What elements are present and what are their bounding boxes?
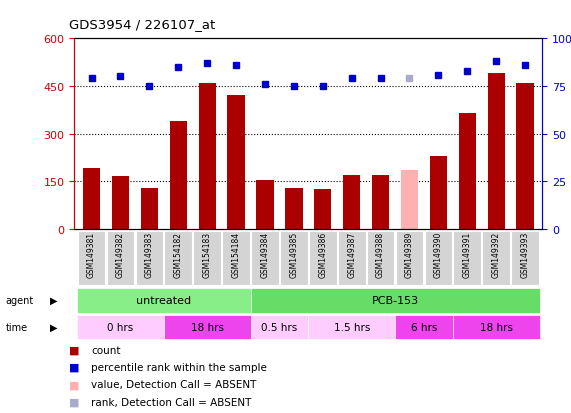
Bar xyxy=(459,114,476,229)
Text: GSM154184: GSM154184 xyxy=(232,231,240,277)
FancyBboxPatch shape xyxy=(308,315,395,339)
FancyBboxPatch shape xyxy=(164,231,192,285)
FancyBboxPatch shape xyxy=(338,231,365,285)
FancyBboxPatch shape xyxy=(395,315,453,339)
FancyBboxPatch shape xyxy=(453,315,540,339)
Text: agent: agent xyxy=(6,295,34,306)
Text: GSM149387: GSM149387 xyxy=(347,231,356,277)
FancyBboxPatch shape xyxy=(135,231,163,285)
FancyBboxPatch shape xyxy=(194,231,221,285)
Text: 6 hrs: 6 hrs xyxy=(411,322,437,332)
FancyBboxPatch shape xyxy=(453,231,481,285)
FancyBboxPatch shape xyxy=(309,231,337,285)
Bar xyxy=(140,188,158,229)
Text: GSM149385: GSM149385 xyxy=(289,231,299,277)
Text: 0 hrs: 0 hrs xyxy=(107,322,134,332)
Text: rank, Detection Call = ABSENT: rank, Detection Call = ABSENT xyxy=(91,397,252,407)
FancyBboxPatch shape xyxy=(367,231,395,285)
Bar xyxy=(227,96,245,229)
Text: GSM149386: GSM149386 xyxy=(318,231,327,277)
Text: ▶: ▶ xyxy=(50,295,57,306)
Bar xyxy=(199,83,216,229)
FancyBboxPatch shape xyxy=(424,231,452,285)
Text: time: time xyxy=(6,322,28,332)
Bar xyxy=(256,180,274,229)
Text: percentile rank within the sample: percentile rank within the sample xyxy=(91,362,267,372)
Text: ■: ■ xyxy=(69,345,79,355)
Text: GSM149384: GSM149384 xyxy=(260,231,270,277)
FancyBboxPatch shape xyxy=(77,315,164,339)
Text: GSM149393: GSM149393 xyxy=(521,231,530,277)
Bar xyxy=(488,74,505,229)
Text: GSM154182: GSM154182 xyxy=(174,231,183,277)
Text: 18 hrs: 18 hrs xyxy=(480,322,513,332)
Text: GSM149382: GSM149382 xyxy=(116,231,125,277)
Bar xyxy=(430,157,447,229)
Text: PCB-153: PCB-153 xyxy=(372,295,419,306)
Text: GDS3954 / 226107_at: GDS3954 / 226107_at xyxy=(69,18,215,31)
FancyBboxPatch shape xyxy=(511,231,539,285)
Text: GSM149388: GSM149388 xyxy=(376,231,385,277)
Text: 0.5 hrs: 0.5 hrs xyxy=(262,322,297,332)
Text: ■: ■ xyxy=(69,362,79,372)
Text: ▶: ▶ xyxy=(50,322,57,332)
Bar xyxy=(343,176,360,229)
FancyBboxPatch shape xyxy=(482,231,510,285)
Text: GSM149391: GSM149391 xyxy=(463,231,472,277)
Bar xyxy=(314,190,331,229)
FancyBboxPatch shape xyxy=(78,231,106,285)
Bar xyxy=(286,188,303,229)
FancyBboxPatch shape xyxy=(222,231,250,285)
Text: GSM154183: GSM154183 xyxy=(203,231,212,277)
Text: ■: ■ xyxy=(69,380,79,389)
Bar xyxy=(112,177,129,229)
Bar xyxy=(83,169,100,229)
FancyBboxPatch shape xyxy=(396,231,423,285)
FancyBboxPatch shape xyxy=(251,315,308,339)
Bar xyxy=(516,83,534,229)
Text: value, Detection Call = ABSENT: value, Detection Call = ABSENT xyxy=(91,380,257,389)
Text: GSM149383: GSM149383 xyxy=(145,231,154,277)
Text: GSM149390: GSM149390 xyxy=(434,231,443,277)
Text: 18 hrs: 18 hrs xyxy=(191,322,224,332)
Text: count: count xyxy=(91,345,121,355)
Text: GSM149389: GSM149389 xyxy=(405,231,414,277)
FancyBboxPatch shape xyxy=(251,288,540,313)
FancyBboxPatch shape xyxy=(107,231,134,285)
Bar xyxy=(372,176,389,229)
FancyBboxPatch shape xyxy=(164,315,251,339)
Text: GSM149381: GSM149381 xyxy=(87,231,96,277)
Text: untreated: untreated xyxy=(136,295,191,306)
FancyBboxPatch shape xyxy=(280,231,308,285)
Text: 1.5 hrs: 1.5 hrs xyxy=(333,322,370,332)
Text: GSM149392: GSM149392 xyxy=(492,231,501,277)
FancyBboxPatch shape xyxy=(251,231,279,285)
Bar xyxy=(401,171,418,229)
Bar xyxy=(170,121,187,229)
FancyBboxPatch shape xyxy=(77,288,251,313)
Text: ■: ■ xyxy=(69,397,79,407)
